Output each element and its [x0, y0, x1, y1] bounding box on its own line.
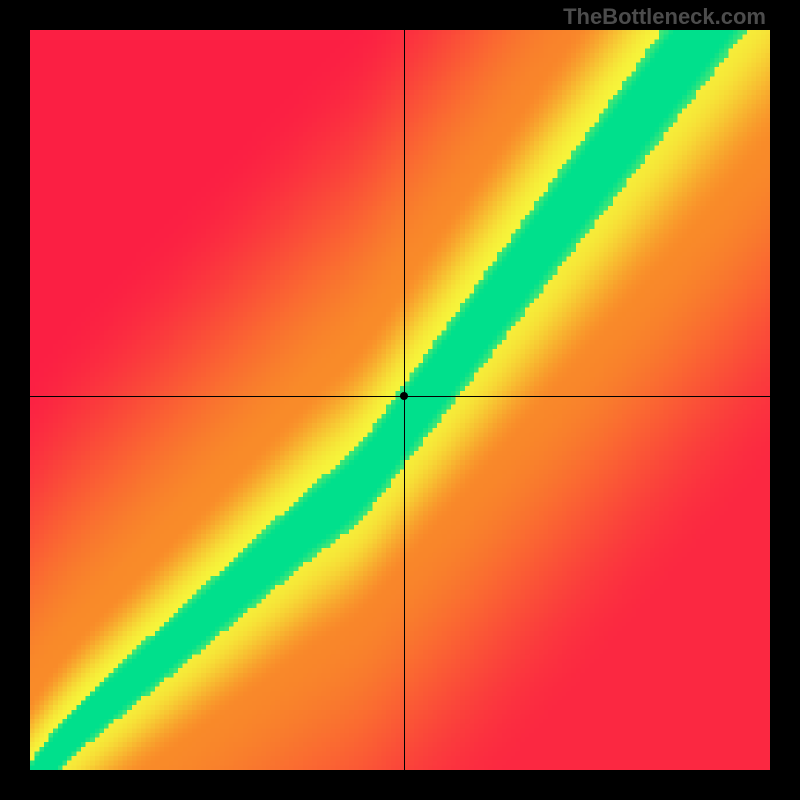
heatmap-plot [30, 30, 770, 770]
heatmap-canvas [30, 30, 770, 770]
watermark-text: TheBottleneck.com [563, 4, 766, 30]
crosshair-dot [400, 392, 408, 400]
outer-frame: TheBottleneck.com [0, 0, 800, 800]
